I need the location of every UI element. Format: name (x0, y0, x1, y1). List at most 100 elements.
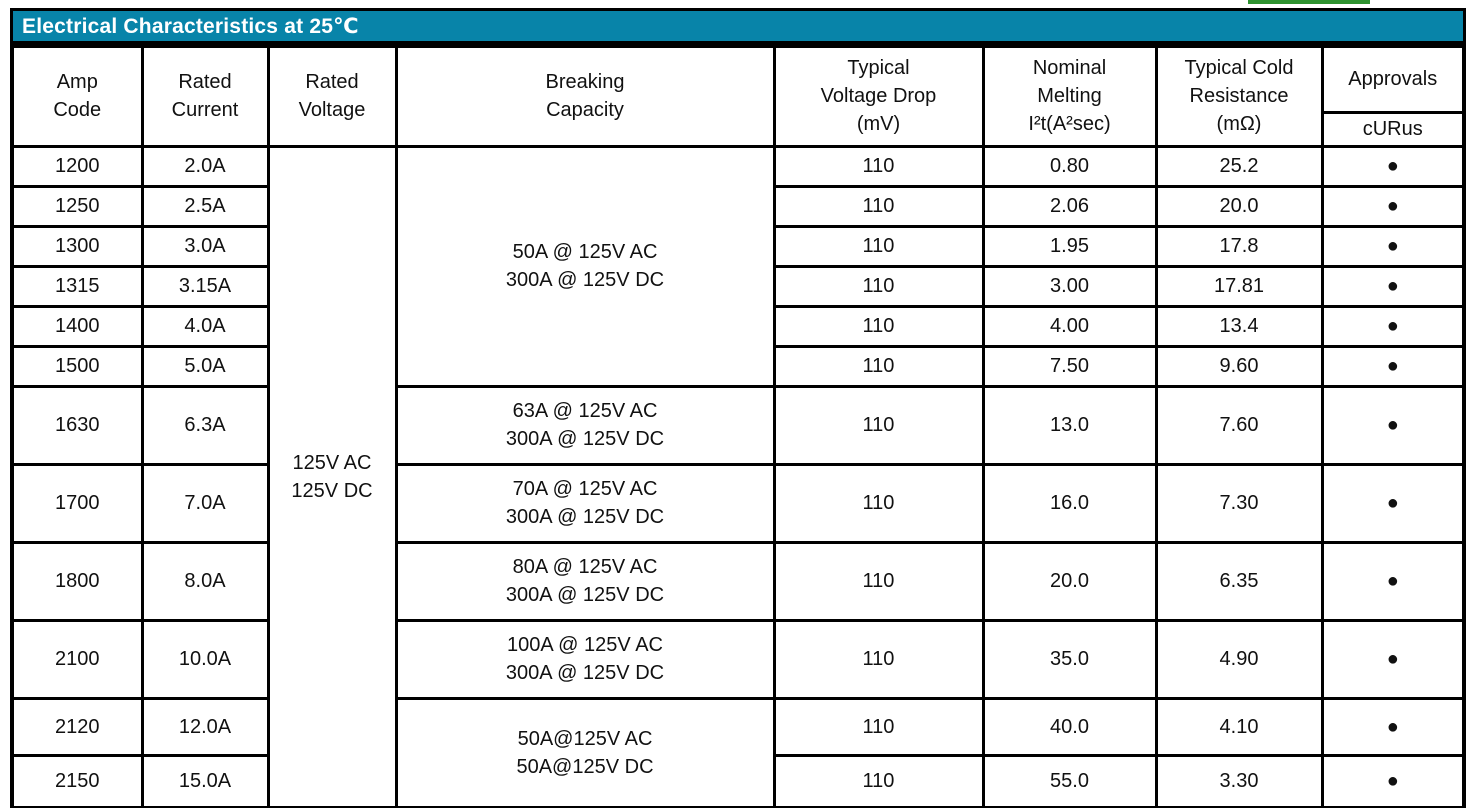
rated-current-cell: 8.0A (140, 540, 270, 622)
approval-bullet: ● (1320, 753, 1466, 808)
amp-code-cell: 1250 (10, 184, 144, 228)
rated-current-cell: 10.0A (140, 618, 270, 700)
electrical-characteristics-section: Electrical Characteristics at 25℃ Amp Co… (10, 8, 1466, 808)
col-subheader-curus: cURus (1320, 110, 1466, 148)
breaking-capacity-cell: 50A@125V AC 50A@125V DC (394, 696, 776, 808)
amp-code-cell: 1300 (10, 224, 144, 268)
amp-code-cell: 1700 (10, 462, 144, 544)
melting-cell: 3.00 (981, 264, 1158, 308)
col-header-nominal-melting: Nominal Melting I²t(A²sec) (981, 44, 1158, 148)
amp-code-cell: 1630 (10, 384, 144, 466)
voltage-drop-cell: 110 (772, 144, 985, 188)
resistance-cell: 3.30 (1154, 753, 1324, 808)
resistance-cell: 9.60 (1154, 344, 1324, 388)
resistance-cell: 4.90 (1154, 618, 1324, 700)
header-row: Amp Code Rated Current Rated Voltage Bre… (10, 44, 1466, 148)
col-header-breaking-capacity: Breaking Capacity (394, 44, 776, 148)
table-row: 1700 7.0A 70A @ 125V AC 300A @ 125V DC 1… (10, 462, 1466, 544)
table-row: 1800 8.0A 80A @ 125V AC 300A @ 125V DC 1… (10, 540, 1466, 622)
subheader-row: cURus (12, 110, 1466, 148)
amp-code-cell: 2120 (10, 696, 144, 757)
rated-current-cell: 2.5A (140, 184, 270, 228)
col-header-rated-current: Rated Current (140, 44, 270, 148)
col-header-amp-code: Amp Code (10, 44, 144, 148)
section-title-bar: Electrical Characteristics at 25℃ (10, 8, 1466, 44)
melting-cell: 20.0 (981, 540, 1158, 622)
rated-current-cell: 7.0A (140, 462, 270, 544)
rated-current-cell: 6.3A (140, 384, 270, 466)
voltage-drop-cell: 110 (772, 224, 985, 268)
voltage-drop-cell: 110 (772, 462, 985, 544)
section-title: Electrical Characteristics at 25℃ (22, 14, 359, 38)
amp-code-cell: 1400 (10, 304, 144, 348)
approval-bullet: ● (1320, 384, 1466, 466)
breaking-capacity-cell: 80A @ 125V AC 300A @ 125V DC (394, 540, 776, 622)
voltage-drop-cell: 110 (772, 304, 985, 348)
approval-bullet: ● (1320, 696, 1466, 757)
rated-current-cell: 15.0A (140, 753, 270, 808)
voltage-drop-cell: 110 (772, 344, 985, 388)
approval-bullet: ● (1320, 540, 1466, 622)
col-header-approvals: Approvals (1320, 44, 1466, 114)
melting-cell: 13.0 (981, 384, 1158, 466)
voltage-drop-cell: 110 (772, 384, 985, 466)
resistance-cell: 17.81 (1154, 264, 1324, 308)
table-row: 2120 12.0A 50A@125V AC 50A@125V DC 110 4… (10, 696, 1466, 808)
approval-bullet: ● (1320, 184, 1466, 228)
voltage-drop-cell: 110 (772, 618, 985, 700)
table-row: 1315 3.15A 110 3.00 17.81 ● (10, 264, 1466, 308)
table-row: 2100 10.0A 100A @ 125V AC 300A @ 125V DC… (10, 618, 1466, 700)
table-row: 1630 6.3A 63A @ 125V AC 300A @ 125V DC 1… (10, 384, 1466, 466)
voltage-drop-cell: 110 (772, 540, 985, 622)
approval-bullet: ● (1320, 304, 1466, 348)
table-row: 1250 2.5A 110 2.06 20.0 ● (10, 184, 1466, 228)
amp-code-cell: 1500 (10, 344, 144, 388)
voltage-drop-cell: 110 (772, 264, 985, 308)
amp-code-cell: 1200 (10, 144, 144, 188)
voltage-drop-cell: 110 (772, 753, 985, 808)
melting-cell: 7.50 (981, 344, 1158, 388)
approval-bullet: ● (1320, 618, 1466, 700)
melting-cell: 55.0 (981, 753, 1158, 808)
melting-cell: 40.0 (981, 696, 1158, 757)
amp-code-cell: 2100 (10, 618, 144, 700)
col-header-cold-resistance: Typical Cold Resistance (mΩ) (1154, 44, 1324, 148)
breaking-capacity-cell: 100A @ 125V AC 300A @ 125V DC (394, 618, 776, 700)
resistance-cell: 25.2 (1154, 144, 1324, 188)
melting-cell: 2.06 (981, 184, 1158, 228)
breaking-capacity-cell: 50A @ 125V AC 300A @ 125V DC (394, 144, 776, 388)
rated-current-cell: 2.0A (140, 144, 270, 188)
approval-bullet: ● (1320, 344, 1466, 388)
table-row: 1300 3.0A 110 1.95 17.8 ● (10, 224, 1466, 268)
breaking-capacity-cell: 70A @ 125V AC 300A @ 125V DC (394, 462, 776, 544)
rated-current-cell: 5.0A (140, 344, 270, 388)
resistance-cell: 4.10 (1154, 696, 1324, 757)
amp-code-cell: 1315 (10, 264, 144, 308)
resistance-cell: 20.0 (1154, 184, 1324, 228)
rated-current-cell: 12.0A (140, 696, 270, 757)
breaking-capacity-cell: 63A @ 125V AC 300A @ 125V DC (394, 384, 776, 466)
green-accent-line (1248, 0, 1370, 4)
table-row: 2150 15.0A 110 55.0 3.30 ● (10, 753, 1466, 808)
voltage-drop-cell: 110 (772, 696, 985, 757)
approval-bullet: ● (1320, 264, 1466, 308)
rated-current-cell: 3.15A (140, 264, 270, 308)
resistance-cell: 6.35 (1154, 540, 1324, 622)
table-row: 1200 2.0A 125V AC 125V DC 50A @ 125V AC … (10, 144, 1466, 808)
melting-cell: 4.00 (981, 304, 1158, 348)
resistance-cell: 17.8 (1154, 224, 1324, 268)
amp-code-cell: 1800 (10, 540, 144, 622)
table-row: 1500 5.0A 110 7.50 9.60 ● (10, 344, 1466, 388)
table-row: 1400 4.0A 110 4.00 13.4 ● (10, 304, 1466, 348)
approval-bullet: ● (1320, 462, 1466, 544)
melting-cell: 0.80 (981, 144, 1158, 188)
melting-cell: 35.0 (981, 618, 1158, 700)
characteristics-table: Amp Code Rated Current Rated Voltage Bre… (10, 44, 1466, 808)
amp-code-cell: 2150 (10, 753, 144, 808)
rated-current-cell: 4.0A (140, 304, 270, 348)
col-header-rated-voltage: Rated Voltage (266, 44, 398, 148)
col-header-voltage-drop: Typical Voltage Drop (mV) (772, 44, 985, 148)
approval-bullet: ● (1320, 144, 1466, 188)
voltage-drop-cell: 110 (772, 184, 985, 228)
